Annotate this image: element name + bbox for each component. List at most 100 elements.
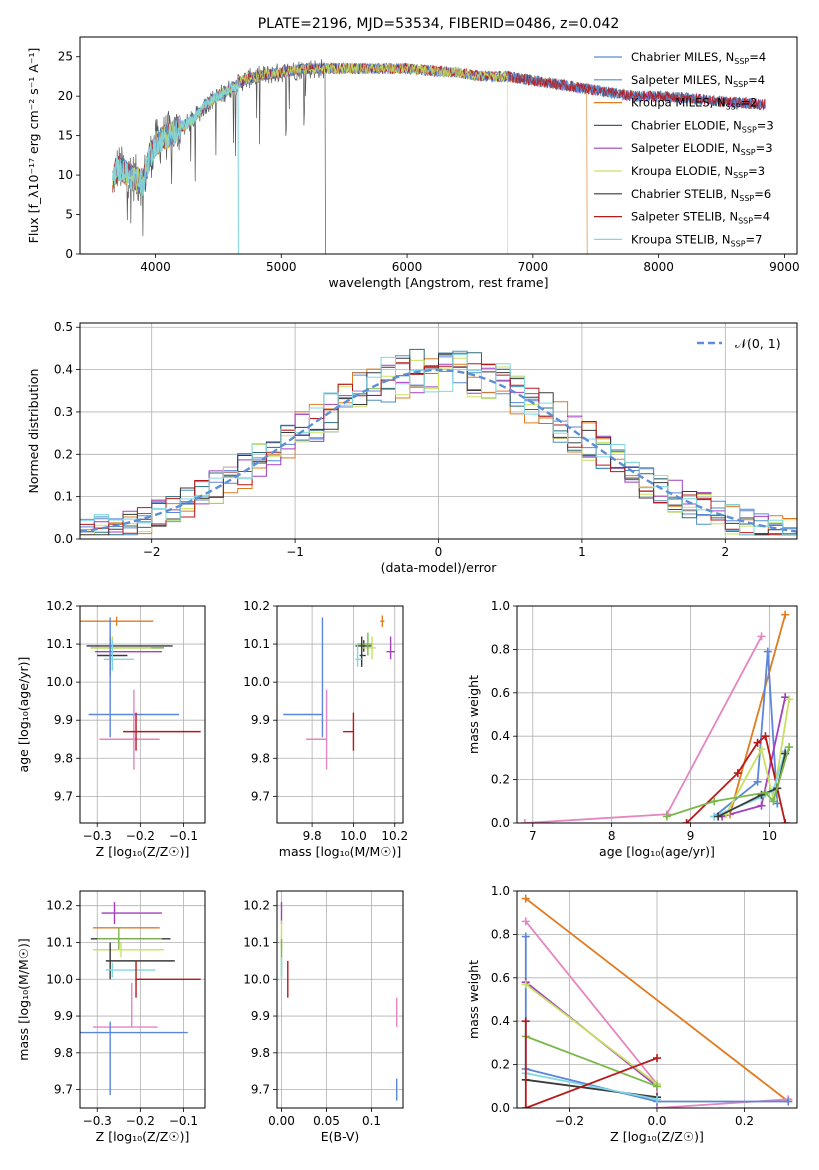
weight-marker: [521, 932, 530, 941]
axes-frame: [276, 605, 404, 824]
x-tick-label: 9.8: [303, 829, 322, 843]
legend-label: Chabrier STELIB, NSSP=6: [631, 187, 771, 203]
y-tick-label: 0.8: [491, 927, 510, 941]
y-axis-label: Flux [f_λ10⁻¹⁷ erg cm⁻² s⁻¹ A⁻¹]: [26, 48, 41, 244]
y-axis-label: mass [log₁₀(M/M☉)]: [16, 938, 31, 1060]
weight-marker: [781, 819, 790, 823]
weight-marker: [769, 797, 778, 806]
error-bar-point: [135, 960, 201, 998]
weight-marker: [761, 788, 770, 797]
error-bar-point: [99, 689, 160, 770]
legend: Chabrier MILES, NSSP=4 Salpeter MILES, NS…: [594, 50, 774, 248]
weight-line: [524, 635, 763, 823]
x-tick-label: −0.3: [83, 829, 112, 843]
y-tick-label: 10.1: [243, 637, 270, 651]
y-tick-label: 0.4: [491, 1014, 510, 1028]
weight-marker: [662, 812, 671, 821]
error-bar-point: [105, 942, 175, 980]
weight-line: [525, 1035, 658, 1088]
y-tick-label: 0.5: [54, 320, 73, 334]
plot-area: [517, 606, 797, 823]
error-bar-point: [386, 636, 395, 660]
weight-marker: [785, 743, 794, 752]
y-tick-label: 0.2: [491, 1058, 510, 1072]
y-axis-label: mass weight: [466, 675, 481, 754]
x-axis-label: mass [log₁₀(M/M☉)]: [279, 844, 401, 859]
y-tick-label: 1.0: [491, 599, 510, 613]
y-tick-label: 0.6: [491, 686, 510, 700]
y-tick-label: 15: [58, 129, 73, 143]
axes-frame: [276, 890, 404, 1109]
y-tick-label: 0.4: [491, 729, 510, 743]
x-tick-label: 10: [762, 829, 777, 843]
x-tick-label: 5000: [266, 260, 297, 274]
legend-label: Kroupa ELODIE, NSSP=3: [631, 164, 765, 180]
legend-label: 𝒩(0, 1): [735, 336, 781, 351]
error-bar-point: [86, 640, 173, 652]
y-tick-label: 20: [58, 89, 73, 103]
error-bar-point: [305, 689, 328, 770]
x-tick-label: 2: [721, 545, 729, 559]
weight-marker: [733, 769, 742, 778]
plot-area: [80, 606, 205, 823]
y-tick-label: 0.2: [54, 447, 73, 461]
y-tick-label: 5: [65, 208, 73, 222]
y-tick-label: 9.9: [251, 713, 270, 727]
weight-marker: [753, 738, 762, 747]
x-tick-label: 0.05: [313, 1114, 340, 1128]
x-tick-label: 9: [687, 829, 695, 843]
x-tick-label: 10.0: [340, 829, 367, 843]
axes-frame: [79, 36, 798, 255]
y-tick-label: 0.6: [491, 971, 510, 985]
weight-line: [525, 897, 789, 1103]
panel-weight-vs-age: 7 8 9 10 0.0 0.2 0.4 0.6 0.8 1.0 age [log₁₀(age/yr…: [466, 599, 798, 859]
error-bar-point: [80, 1021, 188, 1096]
weight-marker: [714, 812, 723, 821]
x-tick-label: 0: [435, 545, 443, 559]
panel-spectrum: 4000 5000 6000 7000 8000 9000 0 5 10 15 20 25 wavele…: [26, 16, 800, 290]
error-bar-point: [103, 640, 134, 671]
x-tick-label: 0.00: [268, 1114, 295, 1128]
y-axis-label: mass weight: [466, 960, 481, 1039]
y-tick-label: 10.0: [243, 972, 270, 986]
weight-marker: [757, 801, 766, 810]
legend-label: Chabrier MILES, NSSP=4: [631, 50, 766, 66]
weight-marker: [521, 1017, 530, 1026]
histogram-c_stelib: [80, 354, 797, 539]
plot-area: [80, 323, 797, 539]
y-tick-label: 10.0: [46, 675, 73, 689]
y-tick-label: 10.1: [46, 637, 73, 651]
y-tick-label: 9.9: [251, 1009, 270, 1023]
error-bar-point: [97, 927, 162, 950]
y-tick-label: 10.0: [243, 675, 270, 689]
x-tick-label: −0.1: [169, 829, 198, 843]
panel-weight-vs-z: −0.2 0.0 0.2 0.0 0.2 0.4 0.6 0.8 1.0 Z [log₁₀(Z/Z…: [466, 884, 798, 1144]
x-tick-label: 6000: [392, 260, 423, 274]
weight-line: [525, 983, 658, 1085]
y-tick-label: 9.7: [251, 1083, 270, 1097]
error-bar-point: [380, 615, 385, 627]
y-tick-label: 0.2: [491, 773, 510, 787]
gaussian-curve: [80, 368, 797, 533]
error-bar-point: [80, 616, 154, 626]
y-axis-label: Normed distribution: [26, 369, 41, 494]
panel-residuals: −2 −1 0 1 2 0.0 0.1 0.2 0.3 0.4 0.5 (data-model)/er…: [26, 320, 798, 575]
y-tick-label: 0.1: [54, 490, 73, 504]
weight-line: [524, 1021, 658, 1108]
x-axis-label: (data-model)/error: [381, 560, 498, 575]
legend-label: Kroupa MILES, NSSP=2: [631, 96, 757, 112]
axes-frame: [79, 322, 798, 540]
error-bar-point: [283, 617, 324, 738]
x-axis-label: wavelength [Angstrom, rest frame]: [328, 275, 548, 290]
error-bar-point: [92, 942, 165, 958]
plot-area: [80, 891, 205, 1108]
spectrum-line-k_miles: [112, 62, 588, 254]
axes-frame: [79, 605, 206, 824]
x-tick-label: 9000: [769, 260, 800, 274]
weight-marker: [521, 1104, 530, 1108]
weight-line: [725, 699, 790, 815]
plot-area: [112, 59, 766, 254]
y-tick-label: 10.1: [243, 935, 270, 949]
y-tick-label: 9.8: [54, 751, 73, 765]
